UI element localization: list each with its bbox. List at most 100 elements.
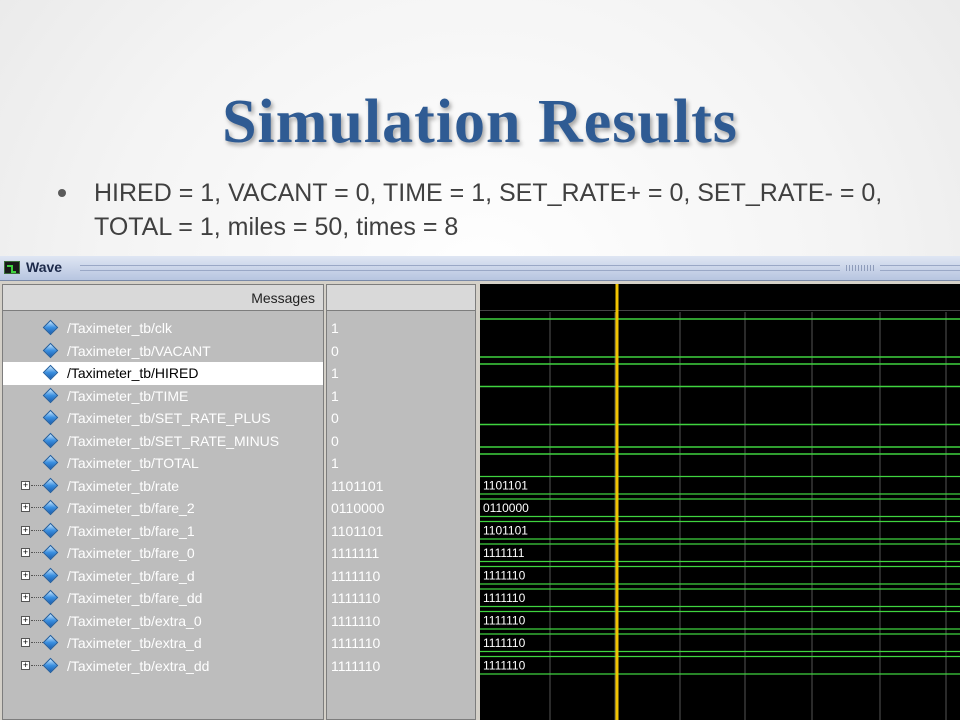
signal-diamond-icon [42, 522, 59, 538]
signal-name: /Taximeter_tb/SET_RATE_MINUS [67, 432, 280, 449]
signal-name: /Taximeter_tb/TIME [67, 387, 189, 404]
signal-name: /Taximeter_tb/clk [67, 320, 173, 336]
signal-diamond-icon [42, 387, 59, 403]
signal-diamond-icon [42, 477, 59, 493]
signal-row[interactable]: /Taximeter_tb/SET_RATE_MINUS [3, 430, 323, 453]
signal-diamond-icon [42, 342, 59, 358]
values-header [327, 285, 475, 311]
signal-row[interactable]: + /Taximeter_tb/extra_dd [3, 655, 323, 678]
wave-window-icon [4, 261, 20, 274]
value-row[interactable]: 1 [327, 362, 475, 385]
value-row[interactable]: 1111110 [327, 632, 475, 655]
signal-diamond-icon [42, 657, 59, 673]
tree-connector [31, 529, 43, 531]
wave-titlebar[interactable]: Wave [0, 256, 960, 281]
signal-row[interactable]: /Taximeter_tb/SET_RATE_PLUS [3, 407, 323, 430]
signal-value: 1101101 [331, 477, 384, 494]
signal-value: 1101101 [331, 522, 384, 539]
signal-diamond-icon [42, 612, 59, 628]
bullet-list: HIRED = 1, VACANT = 0, TIME = 1, SET_RAT… [58, 176, 938, 244]
signal-row[interactable]: + /Taximeter_tb/fare_d [3, 565, 323, 588]
expand-icon[interactable]: + [21, 524, 30, 535]
expand-icon[interactable]: + [21, 479, 30, 490]
signal-row[interactable]: /Taximeter_tb/TIME [3, 385, 323, 408]
signal-name: /Taximeter_tb/extra_d [67, 635, 202, 651]
waveform-pane[interactable]: 1101101 0110000 1101101 1111111 1111110 11111… [480, 284, 960, 720]
signal-row[interactable]: /Taximeter_tb/TOTAL [3, 452, 323, 475]
signal-name: /Taximeter_tb/extra_0 [67, 612, 202, 629]
bus-value-label: 1111111 [483, 546, 525, 560]
expand-icon[interactable]: + [21, 592, 30, 602]
value-row[interactable]: 1111110 [327, 610, 475, 633]
expand-icon[interactable]: + [21, 637, 30, 647]
value-row[interactable]: 0 [327, 340, 475, 363]
signal-name: /Taximeter_tb/fare_1 [67, 522, 195, 539]
signal-diamond-icon [42, 319, 59, 336]
value-row[interactable]: 1111111 [327, 542, 475, 565]
signal-value: 0110000 [331, 500, 385, 516]
signal-diamond-icon [42, 499, 59, 516]
signal-name: /Taximeter_tb/SET_RATE_PLUS [67, 410, 271, 426]
value-row[interactable]: 1 [327, 317, 475, 340]
signal-row[interactable]: + /Taximeter_tb/fare_0 [3, 542, 323, 565]
bullet-text: HIRED = 1, VACANT = 0, TIME = 1, SET_RAT… [94, 179, 883, 241]
waveform-canvas[interactable]: 1101101 0110000 1101101 1111111 1111110 11111… [480, 284, 960, 720]
value-row[interactable]: 1 [327, 452, 475, 475]
value-row[interactable]: 1101101 [327, 520, 475, 543]
signal-name: /Taximeter_tb/fare_0 [67, 545, 195, 561]
signal-row[interactable]: + /Taximeter_tb/rate [3, 475, 323, 498]
bus-value-label: 1111110 [483, 614, 526, 628]
signal-row[interactable]: + /Taximeter_tb/fare_dd [3, 587, 323, 610]
signal-row[interactable]: /Taximeter_tb/VACANT [3, 340, 323, 363]
expand-icon[interactable]: + [21, 614, 30, 625]
value-row[interactable]: 1111110 [327, 655, 475, 678]
expand-icon[interactable]: + [21, 659, 30, 670]
signal-name: /Taximeter_tb/VACANT [67, 342, 211, 359]
tree-connector [31, 484, 43, 486]
signal-value: 1111110 [331, 612, 381, 629]
value-row[interactable]: 1 [327, 385, 475, 408]
tree-connector [31, 597, 43, 598]
value-row[interactable]: 1111110 [327, 565, 475, 588]
value-row[interactable]: 0110000 [327, 497, 475, 520]
tree-connector [31, 664, 43, 666]
wave-window: Wave Messages /Taximeter_tb/clk/Taximete… [0, 256, 960, 720]
value-row[interactable]: 1111110 [327, 587, 475, 610]
signal-name: /Taximeter_tb/fare_dd [67, 590, 203, 606]
signal-row[interactable]: + /Taximeter_tb/extra_0 [3, 610, 323, 633]
expand-icon[interactable]: + [21, 569, 30, 580]
signal-value: 1 [331, 387, 339, 404]
bus-value-label: 1111110 [483, 636, 526, 650]
expand-icon[interactable]: + [21, 502, 30, 512]
signal-row[interactable]: + /Taximeter_tb/fare_2 [3, 497, 323, 520]
tree-connector [31, 507, 43, 508]
signal-value: 1111110 [331, 567, 381, 584]
wave-window-title: Wave [26, 259, 63, 275]
signal-diamond-icon [42, 364, 59, 381]
signal-names-pane: Messages /Taximeter_tb/clk/Taximeter_tb/… [2, 284, 324, 720]
signal-row[interactable]: /Taximeter_tb/HIRED [3, 362, 323, 385]
value-row[interactable]: 0 [327, 430, 475, 453]
bus-value-label: 1111110 [483, 569, 526, 583]
bus-value-label: 1111110 [483, 591, 526, 605]
signal-value: 1111110 [331, 657, 381, 674]
tree-connector [31, 619, 43, 621]
value-row[interactable]: 0 [327, 407, 475, 430]
signal-name: /Taximeter_tb/fare_2 [67, 500, 195, 516]
signal-list: /Taximeter_tb/clk/Taximeter_tb/VACANT/Ta… [3, 317, 323, 677]
expand-icon[interactable]: + [21, 547, 30, 557]
value-row[interactable]: 1101101 [327, 475, 475, 498]
signal-row[interactable]: /Taximeter_tb/clk [3, 317, 323, 340]
signal-diamond-icon [42, 589, 59, 606]
bus-value-label: 1101101 [483, 524, 528, 538]
signal-row[interactable]: + /Taximeter_tb/fare_1 [3, 520, 323, 543]
signal-diamond-icon [42, 454, 59, 471]
signal-value: 1111110 [331, 590, 381, 606]
signal-diamond-icon [42, 432, 59, 448]
bus-value-label: 0110000 [483, 501, 529, 515]
signal-row[interactable]: + /Taximeter_tb/extra_d [3, 632, 323, 655]
tree-connector [31, 552, 43, 553]
titlebar-drag-handle[interactable] [846, 265, 876, 271]
signal-value: 0 [331, 410, 339, 426]
titlebar-grip-left [80, 265, 840, 271]
